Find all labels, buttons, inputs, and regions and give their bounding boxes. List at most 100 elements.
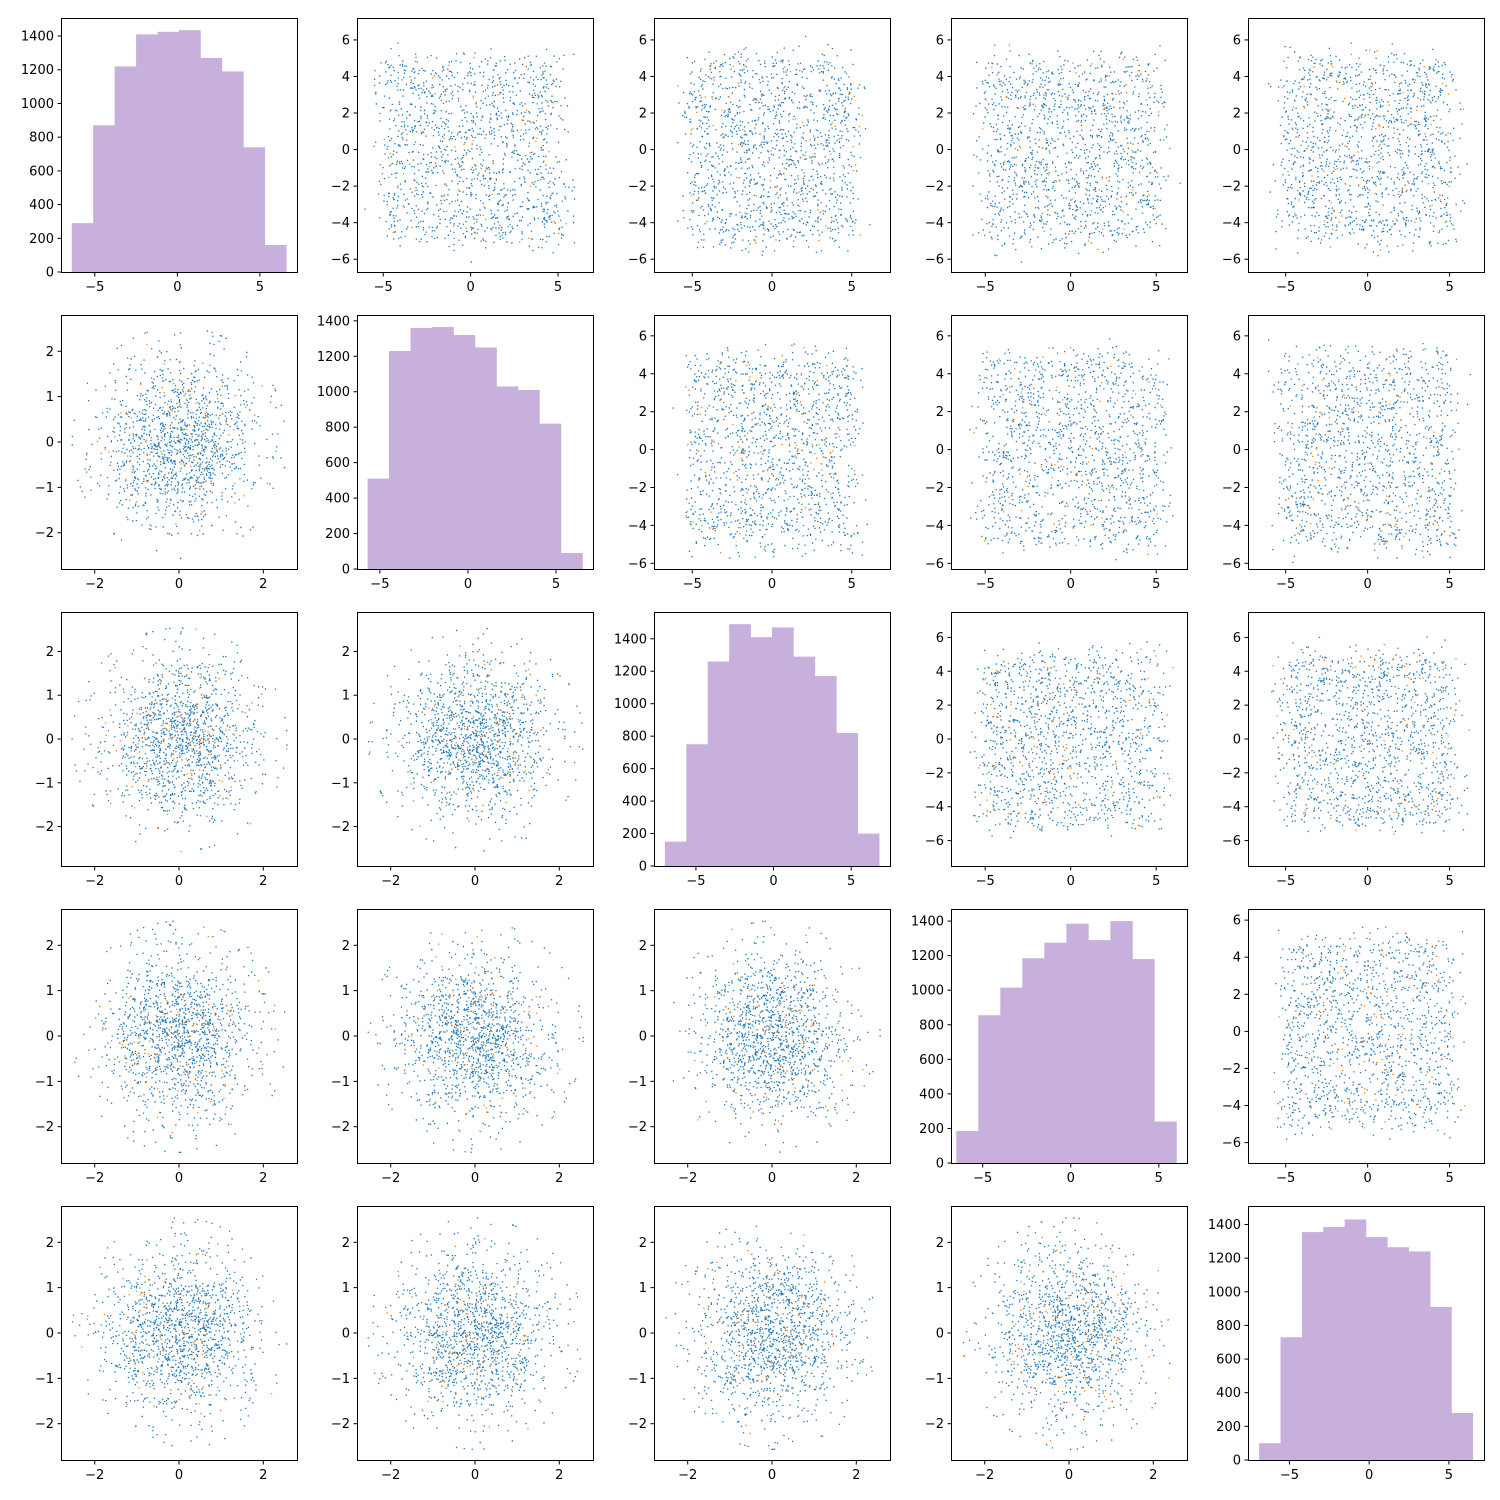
panel-r4-c3: −2 0 2 −2 −1 0 1 2 — [925, 1206, 1188, 1483]
hist-bar — [729, 624, 751, 866]
hist-bar — [1088, 940, 1111, 1163]
y-tick-label: −6 — [925, 834, 944, 849]
y-tick-label: −2 — [925, 481, 944, 496]
hist-bar — [686, 744, 709, 866]
y-tick-label: 0 — [936, 143, 944, 158]
x-tick-label: −5 — [1276, 280, 1295, 295]
axes-frame — [1248, 1206, 1485, 1461]
x-tick-label: 0 — [768, 1171, 776, 1186]
panel-r3-c0: −2 0 2 −2 −1 0 1 2 — [35, 909, 298, 1186]
y-tick-label: −1 — [331, 776, 350, 791]
hist-bar — [517, 389, 540, 569]
x-tick-label: 0 — [175, 1468, 183, 1483]
y-tick-label: −2 — [331, 1417, 350, 1432]
panel-r1-c2: −5 0 5 −6 −4 −2 0 2 4 6 — [628, 315, 891, 592]
y-tick-label: −4 — [925, 519, 944, 534]
y-tick-label: 0 — [1233, 143, 1241, 158]
y-tick-label: −2 — [925, 1417, 944, 1432]
hist-bar — [367, 478, 390, 569]
scatter-points-main — [367, 927, 584, 1153]
x-tick-label: −5 — [85, 280, 104, 295]
panel-r0-c2: −5 0 5 −6 −4 −2 0 2 4 6 — [628, 18, 891, 295]
panel-marks — [972, 44, 1181, 263]
axes-frame — [951, 909, 1188, 1164]
x-tick-label: 5 — [1445, 280, 1453, 295]
hist-bar — [664, 841, 687, 866]
y-tick-label: 0 — [46, 1030, 54, 1045]
y-tick-label: −6 — [1222, 253, 1241, 268]
x-tick-label: 2 — [1149, 1468, 1157, 1483]
x-tick-label: 0 — [1067, 577, 1075, 592]
y-tick-label: 4 — [936, 665, 944, 680]
y-tick-label: −1 — [628, 1372, 647, 1387]
y-tick-label: 1200 — [21, 63, 54, 78]
y-tick-label: 1000 — [317, 385, 350, 400]
x-tick-label: −2 — [381, 1468, 400, 1483]
y-tick-label: 800 — [919, 1018, 944, 1033]
panel-r4-c0: −2 0 2 −2 −1 0 1 2 — [35, 1206, 298, 1483]
hist-bar — [1366, 1237, 1388, 1460]
x-tick-label: 0 — [464, 577, 472, 592]
y-tick-label: 200 — [622, 827, 647, 842]
y-tick-label: 0 — [342, 1030, 350, 1045]
y-tick-label: 1000 — [614, 697, 647, 712]
axes-frame — [951, 315, 1188, 570]
y-tick-label: 2 — [639, 1236, 647, 1251]
y-tick-label: −1 — [35, 1075, 54, 1090]
hist-bar — [1000, 987, 1023, 1163]
x-tick-label: −2 — [678, 1171, 697, 1186]
y-tick-label: 1 — [639, 984, 647, 999]
axes-frame — [1248, 315, 1485, 570]
panel-marks — [956, 921, 1177, 1163]
axes-frame — [357, 315, 594, 570]
x-tick-label: 0 — [769, 874, 777, 889]
hist-bar — [1323, 1227, 1345, 1460]
y-tick-label: −1 — [35, 481, 54, 496]
hist-bar — [114, 66, 137, 272]
x-tick-label: −5 — [683, 577, 702, 592]
y-tick-label: 0 — [1233, 733, 1241, 748]
x-tick-label: 0 — [471, 1171, 479, 1186]
x-tick-label: 2 — [852, 1171, 860, 1186]
x-tick-label: 0 — [471, 874, 479, 889]
x-tick-label: 5 — [1152, 874, 1160, 889]
y-tick-label: 0 — [936, 1327, 944, 1342]
x-tick-label: 0 — [1363, 577, 1371, 592]
x-tick-label: 2 — [259, 1171, 267, 1186]
y-tick-label: 200 — [1216, 1420, 1241, 1435]
hist-bar — [560, 553, 583, 569]
y-tick-label: 200 — [325, 527, 350, 542]
y-tick-label: 4 — [639, 70, 647, 85]
x-tick-label: 5 — [1152, 280, 1160, 295]
y-tick-label: 0 — [46, 1327, 54, 1342]
panel-r0-c0: −5 0 5 0 200 400 600 800 1000 1200 1400 — [21, 18, 298, 295]
panel-marks — [1259, 1219, 1474, 1460]
y-tick-label: −1 — [35, 776, 54, 791]
y-tick-label: −4 — [1222, 1099, 1241, 1114]
y-tick-label: 6 — [342, 33, 350, 48]
y-tick-label: 1000 — [1208, 1285, 1241, 1300]
panel-marks — [71, 30, 287, 272]
hist-bar — [389, 350, 411, 569]
hist-bar — [1132, 959, 1155, 1163]
y-tick-label: 0 — [1233, 1025, 1241, 1040]
y-tick-label: 400 — [29, 198, 54, 213]
y-tick-label: 2 — [1233, 699, 1241, 714]
x-tick-label: 0 — [175, 577, 183, 592]
y-tick-label: 0 — [639, 1030, 647, 1045]
x-tick-label: 5 — [848, 577, 856, 592]
y-tick-label: 2 — [342, 939, 350, 954]
y-tick-label: −6 — [331, 253, 350, 268]
x-tick-label: −5 — [686, 874, 705, 889]
y-tick-label: 4 — [1233, 367, 1241, 382]
x-tick-label: 0 — [1067, 1171, 1075, 1186]
y-tick-label: 4 — [936, 367, 944, 382]
hist-bar — [1022, 958, 1045, 1163]
x-tick-label: 0 — [173, 280, 181, 295]
x-tick-label: 2 — [852, 1468, 860, 1483]
axes-frame — [1248, 18, 1485, 273]
panel-r0-c4: −5 0 5 −6 −4 −2 0 2 4 6 — [1222, 18, 1485, 295]
y-tick-label: 0 — [936, 1157, 944, 1172]
panel-r0-c1: −5 0 5 −6 −4 −2 0 2 4 6 — [331, 18, 594, 295]
